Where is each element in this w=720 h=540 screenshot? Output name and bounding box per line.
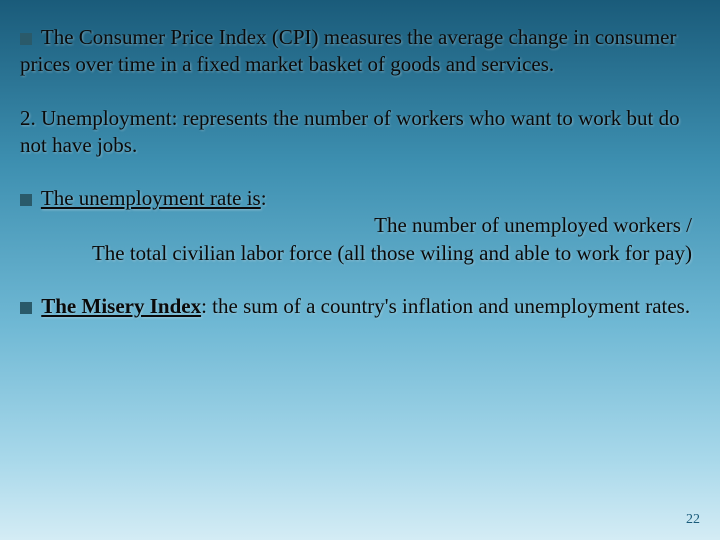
bullet-icon bbox=[20, 302, 32, 314]
misery-index-heading: The Misery Index bbox=[41, 294, 201, 318]
unemployment-rate-heading-line: The unemployment rate is: bbox=[20, 185, 692, 212]
misery-index-line: The Misery Index: the sum of a country's… bbox=[20, 294, 690, 318]
unemployment-rate-heading: The unemployment rate is bbox=[41, 186, 261, 210]
cpi-body: The Consumer Price Index (CPI) measures … bbox=[20, 25, 676, 76]
cpi-text: The Consumer Price Index (CPI) measures … bbox=[20, 25, 676, 76]
unemployment-rate-line2: The total civilian labor force (all thos… bbox=[20, 240, 692, 267]
bullet-icon bbox=[20, 194, 32, 206]
unemployment-rate-line1: The number of unemployed workers / bbox=[20, 212, 692, 239]
page-number: 22 bbox=[686, 512, 700, 528]
unemployment-rate-block: The unemployment rate is: The number of … bbox=[20, 185, 692, 267]
bullet-icon bbox=[20, 33, 32, 45]
misery-index-block: The Misery Index: the sum of a country's… bbox=[20, 293, 692, 320]
slide-content: The Consumer Price Index (CPI) measures … bbox=[0, 0, 720, 370]
unemployment-def-text: 2. Unemployment: represents the number o… bbox=[20, 106, 680, 157]
misery-index-text: : the sum of a country's inflation and u… bbox=[201, 294, 690, 318]
cpi-block: The Consumer Price Index (CPI) measures … bbox=[20, 24, 692, 79]
unemployment-def-block: 2. Unemployment: represents the number o… bbox=[20, 105, 692, 160]
